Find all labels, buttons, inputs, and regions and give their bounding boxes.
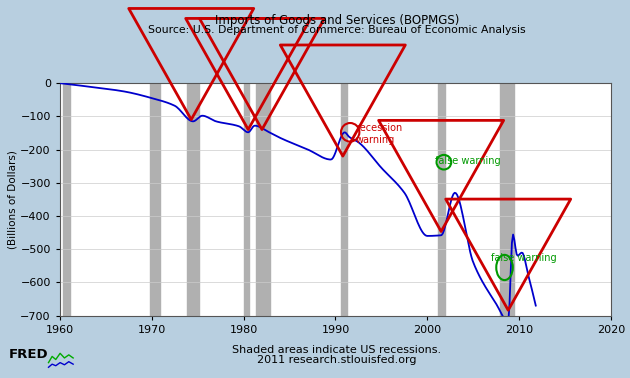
- Text: Source: U.S. Department of Commerce: Bureau of Economic Analysis: Source: U.S. Department of Commerce: Bur…: [148, 25, 526, 34]
- Text: Shaded areas indicate US recessions.: Shaded areas indicate US recessions.: [232, 345, 442, 355]
- Bar: [186, 83, 200, 316]
- Text: false warning: false warning: [491, 253, 556, 263]
- Y-axis label: (Billions of Dollars): (Billions of Dollars): [8, 150, 18, 249]
- Bar: [244, 83, 249, 316]
- Bar: [150, 83, 160, 316]
- Text: FRED: FRED: [9, 349, 49, 361]
- Bar: [62, 83, 70, 316]
- Text: false warning: false warning: [435, 156, 500, 166]
- Text: recession
warning: recession warning: [356, 123, 402, 145]
- Bar: [341, 83, 347, 316]
- Text: Imports of Goods and Services (BOPMGS): Imports of Goods and Services (BOPMGS): [215, 14, 459, 27]
- Bar: [438, 83, 445, 316]
- Bar: [500, 83, 513, 316]
- Text: 2011 research.stlouisfed.org: 2011 research.stlouisfed.org: [257, 355, 417, 365]
- Bar: [256, 83, 270, 316]
